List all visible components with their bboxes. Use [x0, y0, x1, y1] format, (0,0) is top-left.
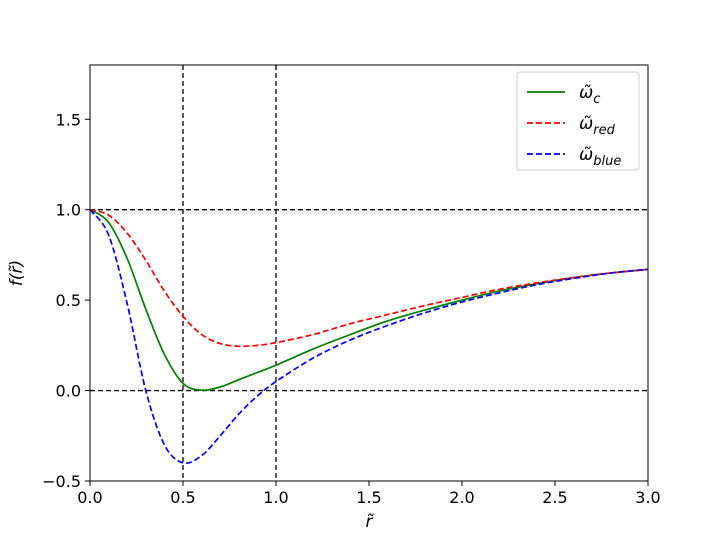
x-tick-label: 2.0: [449, 488, 474, 507]
x-tick-label: 1.5: [356, 488, 381, 507]
x-tick-label: 0.0: [77, 488, 102, 507]
y-tick-label: 1.0: [56, 201, 81, 220]
series-lines: [89, 208, 649, 465]
y-tick-label: 1.5: [56, 110, 81, 129]
x-tick-label: 0.5: [170, 488, 195, 507]
x-axis-label: r̃: [366, 512, 375, 532]
y-tick-label: −0.5: [42, 472, 81, 491]
x-tick-label: 2.5: [542, 488, 567, 507]
x-tick-label: 1.0: [263, 488, 288, 507]
x-tick-label: 3.0: [635, 488, 660, 507]
series-line-blue: [89, 209, 649, 465]
y-tick-label: 0.5: [56, 291, 81, 310]
series-line-c: [89, 208, 649, 392]
reference-lines: [90, 65, 648, 481]
y-axis-label: f(r̃): [7, 260, 27, 286]
legend-box: [516, 71, 640, 171]
y-tick-label: 0.0: [56, 382, 81, 401]
series-line-red: [89, 208, 649, 348]
axis-ticks: 0.0 0.5 1.0 1.5 2.0 2.5 3.0−0.50.00.51.01.5: [42, 110, 661, 507]
